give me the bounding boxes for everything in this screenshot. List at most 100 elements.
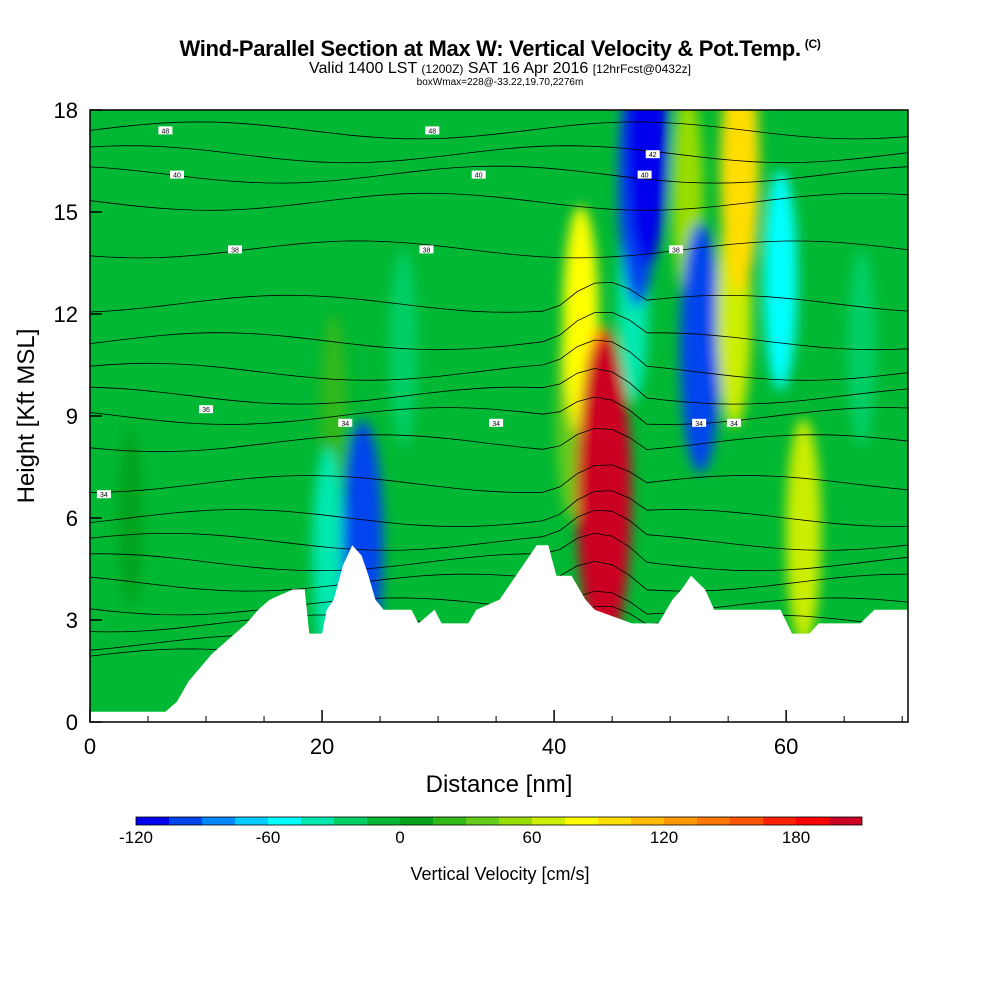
velocity-cell-11 [625,110,669,266]
x-axis-label: Distance [nm] [426,771,573,798]
contour-label: 34 [695,421,703,428]
terrain-mask [90,545,908,722]
colorbar-label: Vertical Velocity [cm/s] [410,864,589,884]
y-tick-label: 6 [66,506,78,531]
colorbar-swatch [466,817,499,825]
velocity-field [118,110,876,671]
colorbar-tick-label: 180 [782,828,810,847]
colorbar-tick-label: -120 [119,828,153,847]
contour-label-bg [489,418,504,427]
isentrope-11 [90,464,908,493]
y-tick-label: 15 [54,200,78,225]
chart-subtitle: Valid 1400 LST (1200Z) SAT 16 Apr 2016 [… [309,60,691,77]
x-tick-label: 0 [84,734,96,759]
velocity-cell-13 [679,223,721,473]
contour-label-bg [668,245,683,254]
colorbar-swatch [532,817,565,825]
isentrope-4 [90,240,908,259]
colorbar-swatch [631,817,664,825]
colorbar-frame [135,816,863,826]
contour-label-bg [170,170,185,179]
colorbar-swatch [136,817,169,825]
contour-label: 34 [730,421,738,428]
x-tick-label: 60 [774,734,798,759]
isentrope-2 [90,165,908,184]
colorbar-swatch [664,817,697,825]
colorbar-swatch [268,817,301,825]
contour-label: 42 [649,152,657,159]
colorbar-swatch [697,817,730,825]
colorbar-swatch [433,817,466,825]
contour-label-bg [199,405,214,414]
colorbar-swatch [235,817,268,825]
velocity-cell-17 [785,418,822,645]
isentrope-9 [90,396,908,425]
contour-label: 38 [672,247,680,254]
colorbar-swatch [829,817,862,825]
colorbar-swatch [499,817,532,825]
colorbar-swatch [367,817,400,825]
contour-label: 40 [475,173,483,180]
chart-title: Wind-Parallel Section at Max W: Vertical… [179,36,821,61]
contour-labels: 48 48 42 40 40 40 38 38 38 36 34 34 34 34 34 [96,126,741,499]
isentrope-5 [90,281,908,313]
contour-label: 48 [162,128,170,135]
contour-label-bg [471,170,486,179]
contour-label: 34 [100,492,108,499]
contour-label: 34 [492,421,500,428]
velocity-cell-16 [763,170,798,390]
isentrope-15 [90,560,908,592]
velocity-cell-15 [720,110,760,293]
isentrope-1 [90,145,908,164]
y-tick-label: 0 [66,710,78,735]
contour-label: 34 [341,421,349,428]
contour-label-bg [726,418,741,427]
colorbar-swatch [598,817,631,825]
contour-label-bg [692,418,707,427]
contour-label: 40 [173,173,181,180]
isentrope-14 [90,532,908,572]
contour-label-bg [228,245,243,254]
contour-label-bg [419,245,434,254]
isentrope-8 [90,368,908,405]
colorbar-swatch [202,817,235,825]
contour-label-bg [645,150,660,159]
contour-label: 38 [231,247,239,254]
isentrope-6 [90,311,908,351]
colorbar-tick-label: 0 [395,828,404,847]
colorbar-tick-label: -60 [256,828,281,847]
contour-label-bg [425,126,440,135]
isentrope-7 [90,339,908,381]
contour-label: 38 [423,247,431,254]
contour-label: 36 [202,407,210,414]
colorbar-swatch [169,817,202,825]
contour-label-bg [338,418,353,427]
x-tick-label: 40 [542,734,566,759]
colorbar-swatch [796,817,829,825]
isentrope-3 [90,192,908,211]
contour-label-bg [637,170,652,179]
y-tick-label: 3 [66,608,78,633]
colorbar-swatch [763,817,796,825]
colorbar-swatch [334,817,367,825]
colorbar-swatch [730,817,763,825]
isentrope-13 [90,509,908,551]
contour-label-bg [96,490,111,499]
y-tick-label: 9 [66,404,78,429]
isentrope-10 [90,427,908,453]
y-tick-label: 18 [54,98,78,123]
box-info: boxWmax=228@-33.22,19.70,2276m [416,77,584,88]
isentrope-0 [90,121,908,140]
y-axis-label: Height [Kft MSL] [13,329,40,504]
x-tick-label: 20 [310,734,334,759]
y-tick-label: 12 [54,302,78,327]
colorbar: -120 -60 0 60 120 180 Vertical Velocity [cm/s] [119,816,863,884]
colorbar-swatch [400,817,433,825]
colorbar-swatch [565,817,598,825]
colorbar-swatch [301,817,334,825]
contour-label: 48 [428,128,436,135]
contour-label-bg [158,126,173,135]
isentrope-12 [90,490,908,527]
